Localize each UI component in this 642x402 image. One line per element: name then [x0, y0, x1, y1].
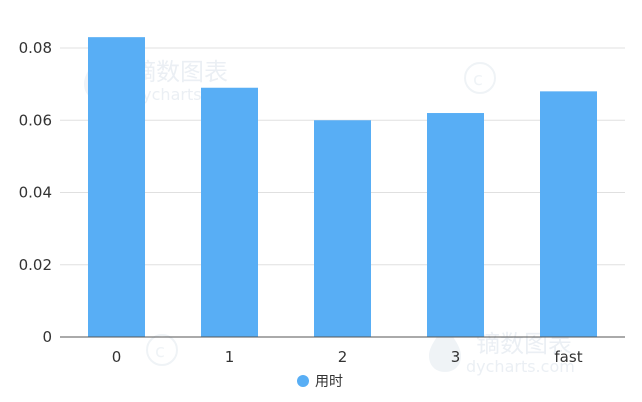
x-tick-label: 3	[451, 348, 461, 366]
y-tick-label: 0.06	[19, 111, 52, 129]
bars	[88, 37, 597, 338]
bar	[201, 87, 258, 337]
legend-swatch	[297, 375, 309, 387]
watermark-bottom: c 镝数图表 dycharts.com	[146, 324, 575, 376]
watermark-copyright-icon	[464, 62, 496, 94]
y-tick-label: 0.04	[19, 184, 52, 202]
bar	[314, 120, 371, 337]
watermark-copyright-glyph: c	[473, 69, 483, 90]
bar	[427, 113, 484, 338]
x-tick-label: 1	[225, 348, 235, 366]
x-tick-label: 0	[112, 348, 122, 366]
legend: 用时	[297, 374, 343, 390]
watermark-title: 镝数图表	[132, 58, 228, 86]
bar	[88, 37, 145, 337]
y-tick-label: 0.02	[19, 256, 52, 274]
bar	[540, 91, 597, 337]
watermark-subtitle: dycharts.com	[466, 357, 575, 376]
x-tick-label: fast	[554, 348, 582, 366]
y-axis-tick-labels: 0 0.02 0.04 0.06 0.08	[19, 39, 52, 346]
x-axis-tick-labels: 0 1 2 3 fast	[112, 348, 583, 366]
watermark-top: 镝数图表 dycharts.com c	[84, 52, 496, 104]
y-tick-label: 0	[42, 328, 52, 346]
watermark-copyright-glyph: c	[155, 341, 165, 362]
x-tick-label: 2	[338, 348, 348, 366]
watermark-copyright-icon	[146, 334, 178, 366]
watermark-drop-icon	[429, 324, 461, 372]
legend-label: 用时	[315, 374, 343, 390]
y-tick-label: 0.08	[19, 39, 52, 57]
